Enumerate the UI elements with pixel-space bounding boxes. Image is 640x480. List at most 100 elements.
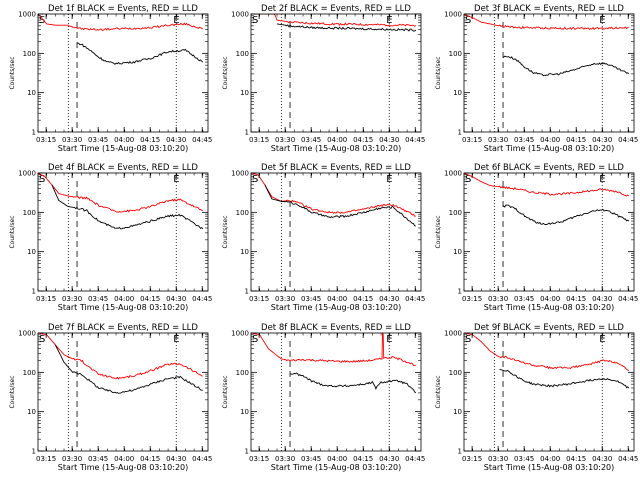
x-tick-label: 04:00	[327, 136, 347, 144]
y-tick-label: 100	[236, 369, 249, 377]
x-tick-label: 04:45	[405, 455, 425, 463]
x-tick-label: 04:15	[566, 295, 586, 303]
y-tick-label: 100	[23, 50, 36, 58]
plot-frame	[250, 172, 422, 292]
end-marker-label: E	[173, 174, 179, 185]
start-marker-label: S	[39, 15, 45, 26]
y-tick-label: 10	[27, 408, 36, 416]
plot-frame	[463, 332, 635, 452]
x-tick-label: 03:30	[62, 455, 82, 463]
end-marker-label: E	[386, 174, 392, 185]
x-tick-label: 04:45	[618, 455, 638, 463]
panel-title: Det 2f BLACK = Events, RED = LLD	[261, 4, 411, 14]
y-axis-label: Counts/sec	[9, 56, 16, 89]
y-tick-label: 10	[453, 248, 462, 256]
plot-frame	[250, 332, 422, 452]
x-axis-label: Start Time (15-Aug-08 03:10:20)	[271, 463, 402, 472]
x-tick-label: 03:45	[88, 136, 108, 144]
x-tick-label: 04:30	[166, 295, 186, 303]
x-tick-label: 04:00	[540, 136, 560, 144]
start-marker-label: S	[252, 334, 258, 345]
x-axis-label: Start Time (15-Aug-08 03:10:20)	[484, 303, 615, 312]
x-tick-label: 03:30	[275, 455, 295, 463]
x-tick-label: 04:00	[540, 455, 560, 463]
end-marker-label: E	[386, 15, 392, 26]
end-marker-label: E	[173, 334, 179, 345]
y-tick-label: 10	[27, 89, 36, 97]
x-tick-label: 03:45	[514, 136, 534, 144]
x-tick-label: 03:45	[301, 136, 321, 144]
series-line-events	[51, 184, 204, 230]
x-axis-label: Start Time (15-Aug-08 03:10:20)	[58, 303, 189, 312]
series-line-lld	[38, 333, 203, 380]
x-tick-label: 03:15	[249, 295, 269, 303]
end-marker-label: E	[599, 334, 605, 345]
x-tick-label: 03:45	[514, 295, 534, 303]
x-tick-label: 03:30	[62, 136, 82, 144]
panel-title: Det 3f BLACK = Events, RED = LLD	[474, 4, 624, 14]
series-line-lld	[464, 14, 629, 31]
series-line-lld	[38, 14, 203, 31]
y-tick-label: 1000	[231, 170, 249, 178]
y-tick-label: 1	[245, 288, 249, 296]
start-marker-label: S	[252, 174, 258, 185]
series-line-lld	[464, 173, 630, 197]
series-line-events	[499, 368, 630, 389]
x-tick-label: 04:00	[114, 455, 134, 463]
y-tick-label: 100	[449, 50, 462, 58]
x-tick-label: 03:45	[301, 295, 321, 303]
x-tick-label: 04:30	[592, 136, 612, 144]
x-tick-label: 03:30	[275, 136, 295, 144]
y-axis-label: Counts/sec	[9, 375, 16, 408]
x-tick-label: 04:30	[379, 295, 399, 303]
y-tick-label: 1	[32, 129, 36, 137]
x-axis-label: Start Time (15-Aug-08 03:10:20)	[484, 144, 615, 153]
x-tick-label: 04:15	[566, 455, 586, 463]
series-line-events	[77, 42, 204, 65]
x-tick-label: 04:45	[405, 136, 425, 144]
y-axis-label: Counts/sec	[435, 375, 442, 408]
x-tick-label: 04:30	[592, 295, 612, 303]
x-tick-label: 04:30	[592, 455, 612, 463]
x-tick-label: 03:45	[88, 455, 108, 463]
end-marker-label: E	[173, 15, 179, 26]
x-tick-label: 04:45	[192, 295, 212, 303]
x-tick-label: 04:45	[405, 295, 425, 303]
y-tick-label: 100	[449, 369, 462, 377]
y-tick-label: 1	[458, 288, 462, 296]
y-tick-label: 10	[240, 248, 249, 256]
y-axis-label: Counts/sec	[435, 215, 442, 248]
plot-frame	[37, 172, 209, 292]
x-tick-label: 04:45	[618, 136, 638, 144]
x-tick-label: 04:15	[140, 136, 160, 144]
panel-title: Det 9f BLACK = Events, RED = LLD	[474, 323, 624, 333]
y-tick-label: 10	[453, 89, 462, 97]
x-tick-label: 04:00	[114, 136, 134, 144]
series-line-events	[264, 184, 416, 227]
x-tick-label: 03:30	[62, 295, 82, 303]
x-tick-label: 04:15	[140, 295, 160, 303]
panel-title: Det 6f BLACK = Events, RED = LLD	[474, 163, 624, 173]
y-tick-label: 1	[458, 129, 462, 137]
x-tick-label: 03:30	[488, 136, 508, 144]
x-tick-label: 04:45	[192, 455, 212, 463]
panel-title: Det 1f BLACK = Events, RED = LLD	[48, 4, 198, 14]
series-line-lld	[464, 333, 630, 372]
y-tick-label: 10	[453, 408, 462, 416]
series-line-events	[503, 204, 630, 225]
y-axis-label: Counts/sec	[9, 215, 16, 248]
x-tick-label: 04:15	[353, 136, 373, 144]
y-tick-label: 100	[23, 369, 36, 377]
series-line-lld	[251, 333, 416, 366]
x-tick-label: 04:00	[327, 295, 347, 303]
x-tick-label: 04:15	[140, 455, 160, 463]
panel-title: Det 5f BLACK = Events, RED = LLD	[261, 163, 411, 173]
series-line-events	[290, 372, 417, 394]
plot-frame	[37, 332, 209, 452]
x-tick-label: 04:00	[327, 455, 347, 463]
